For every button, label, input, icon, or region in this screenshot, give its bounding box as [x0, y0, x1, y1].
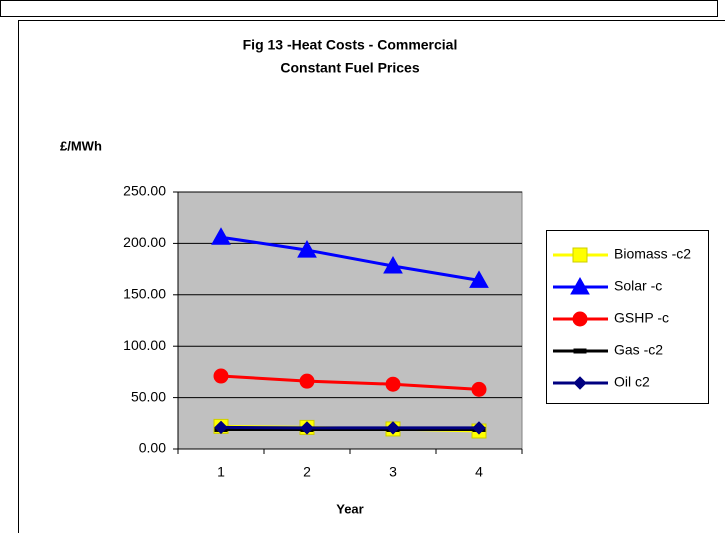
y-tick-label: 150.00	[123, 286, 166, 302]
data-point	[472, 421, 486, 435]
data-point	[386, 421, 400, 435]
x-tick-label: 4	[475, 464, 483, 480]
y-axis-label: £/MWh	[60, 138, 102, 153]
series-line	[220, 235, 480, 282]
legend-label: Gas -c2	[614, 342, 663, 358]
plot-area	[177, 191, 523, 450]
series-line	[220, 374, 480, 391]
y-tick-label: 0.00	[139, 440, 166, 456]
legend-label: Biomass -c2	[614, 246, 691, 262]
chart-title: Fig 13 -Heat Costs - Commercial	[243, 37, 458, 53]
legend-marker	[573, 376, 587, 390]
y-tick-label: 200.00	[123, 234, 166, 250]
legend-marker	[572, 247, 588, 263]
data-point	[471, 381, 487, 397]
data-point	[300, 421, 314, 435]
data-point	[383, 255, 403, 274]
legend-label: Oil c2	[614, 374, 650, 390]
data-point	[211, 227, 231, 245]
data-point	[214, 420, 228, 435]
data-point	[469, 270, 489, 288]
top-frame	[0, 0, 718, 17]
y-tick-label: 50.00	[131, 388, 166, 404]
data-point	[385, 376, 401, 392]
legend-marker	[573, 348, 587, 354]
y-tick-label: 250.00	[123, 183, 166, 199]
y-tick-label: 100.00	[123, 337, 166, 353]
chart-frame	[18, 20, 725, 533]
legend-marker	[570, 276, 590, 295]
x-tick-label: 2	[303, 464, 311, 480]
data-point	[297, 240, 317, 258]
x-tick-label: 3	[389, 464, 397, 480]
series-line	[220, 425, 479, 430]
legend-label: Solar -c	[614, 278, 662, 294]
x-tick-label: 1	[217, 464, 225, 480]
data-point	[213, 368, 229, 384]
legend-label: GSHP -c	[614, 310, 669, 326]
legend-marker	[572, 311, 588, 327]
x-axis-label: Year	[336, 501, 363, 516]
chart-subtitle: Constant Fuel Prices	[280, 60, 419, 76]
data-point	[299, 373, 315, 389]
